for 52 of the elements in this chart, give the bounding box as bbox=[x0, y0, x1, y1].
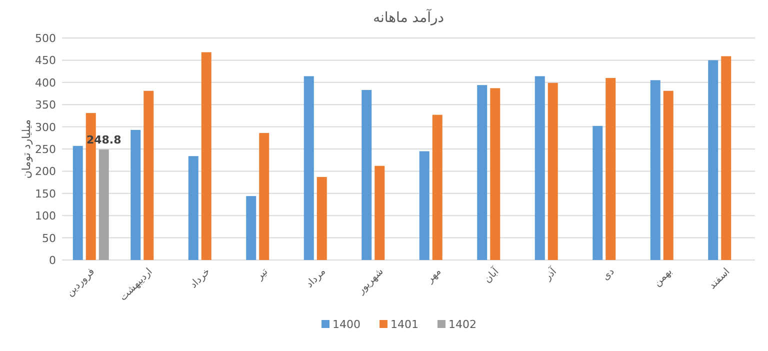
bar bbox=[201, 52, 212, 260]
x-tick-label: آذر bbox=[540, 264, 560, 284]
y-tick-label: 400 bbox=[35, 76, 56, 90]
x-tick-label: آبان bbox=[480, 264, 502, 286]
x-tick-label: مرداد bbox=[304, 266, 328, 290]
y-tick-label: 250 bbox=[35, 143, 56, 156]
x-tick-label: شهریور bbox=[355, 266, 386, 297]
y-tick-label: 200 bbox=[35, 165, 56, 178]
bar bbox=[246, 196, 256, 260]
bar bbox=[374, 166, 385, 260]
legend-label: 1400 bbox=[332, 318, 360, 331]
x-tick-label: تیر bbox=[254, 266, 270, 283]
x-tick-label: خرداد bbox=[188, 266, 212, 291]
x-tick-label: دی bbox=[600, 266, 617, 283]
bar bbox=[534, 76, 545, 260]
x-tick-label: اردیبهشت bbox=[118, 266, 155, 304]
y-tick-label: 100 bbox=[35, 210, 56, 223]
legend-label: 1402 bbox=[448, 318, 476, 331]
bar bbox=[188, 156, 198, 260]
bar bbox=[490, 88, 500, 260]
bar bbox=[72, 146, 83, 260]
legend-label: 1401 bbox=[390, 318, 418, 331]
bar bbox=[432, 114, 442, 260]
bar bbox=[477, 85, 488, 260]
y-tick-label: 150 bbox=[35, 187, 56, 200]
y-tick-label: 500 bbox=[35, 32, 56, 45]
bar bbox=[419, 151, 430, 260]
x-tick-label: فروردین bbox=[64, 266, 98, 299]
bar bbox=[708, 60, 718, 260]
bar bbox=[98, 150, 109, 260]
bar bbox=[663, 90, 674, 260]
bar bbox=[144, 90, 154, 260]
y-tick-label: 350 bbox=[35, 98, 56, 112]
bar bbox=[592, 126, 603, 260]
y-axis-title: میلیارد تومان bbox=[20, 119, 33, 179]
bar bbox=[130, 130, 141, 260]
x-tick-label: بهمن bbox=[652, 266, 674, 289]
x-tick-label: اسفند bbox=[707, 266, 732, 292]
bar bbox=[304, 76, 314, 260]
x-tick-label: مهر bbox=[424, 266, 444, 286]
bar bbox=[606, 78, 616, 260]
chart-title: درآمد ماهانه bbox=[373, 8, 444, 26]
y-tick-label: 300 bbox=[35, 120, 56, 134]
y-tick-label: 0 bbox=[49, 254, 56, 267]
y-tick-label: 450 bbox=[35, 54, 56, 68]
bar bbox=[721, 56, 732, 260]
y-tick-label: 50 bbox=[42, 232, 56, 245]
bar bbox=[362, 90, 372, 260]
bar bbox=[316, 176, 327, 260]
bar bbox=[259, 133, 270, 260]
bar bbox=[650, 80, 660, 260]
bar bbox=[548, 82, 558, 260]
